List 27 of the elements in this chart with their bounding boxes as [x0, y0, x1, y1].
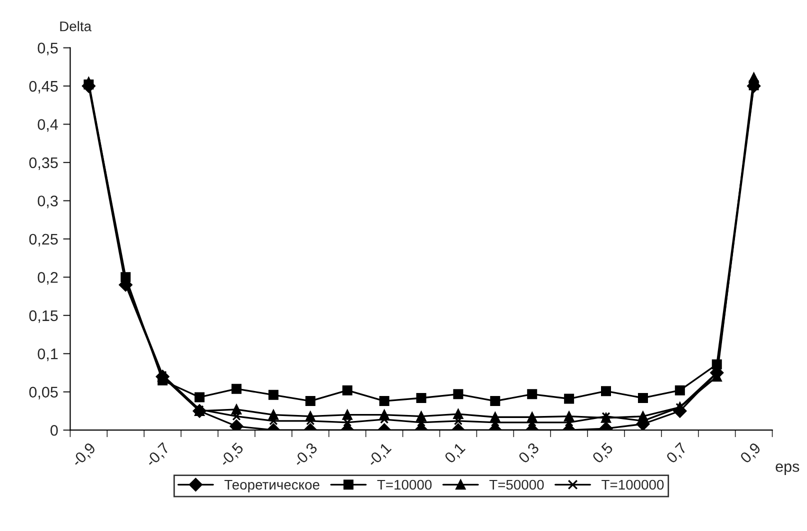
- legend-label: T=50000: [489, 480, 544, 490]
- legend-label: T=10000: [377, 480, 432, 490]
- legend-label: Теоретическое: [224, 480, 320, 492]
- y-tick-label: 0,1: [38, 348, 58, 362]
- y-tick-label: 0,4: [38, 119, 58, 132]
- y-tick-label: 0,15: [29, 310, 58, 323]
- x-tick-label: 0,7: [666, 442, 689, 466]
- x-tick-label: -0,5: [218, 442, 246, 469]
- y-tick-label: 0,2: [38, 272, 58, 285]
- y-tick-label: 0,45: [29, 80, 58, 94]
- x-axis-title: eps: [776, 464, 800, 475]
- x-tick-label: 0,5: [592, 442, 615, 466]
- y-tick-label: 0,25: [29, 234, 58, 246]
- y-tick-label: 0,35: [29, 157, 58, 170]
- y-axis-title: Delta: [60, 21, 92, 32]
- x-tick-label: 0,9: [740, 442, 763, 466]
- x-tick-label: -0,1: [366, 442, 393, 469]
- x-tick-label: -0,9: [70, 442, 98, 469]
- y-tick-label: 0,05: [29, 386, 58, 400]
- x-tick-label: 0,3: [518, 442, 541, 466]
- x-tick-label: -0,7: [144, 442, 172, 469]
- y-tick-label: 0,3: [38, 196, 58, 208]
- y-tick-label: 0,5: [38, 42, 58, 56]
- x-tick-label: -0,3: [292, 442, 320, 469]
- x-tick-label: 0,1: [444, 442, 467, 466]
- y-tick-label: 0: [50, 424, 58, 436]
- legend-label: T=100000: [602, 480, 664, 490]
